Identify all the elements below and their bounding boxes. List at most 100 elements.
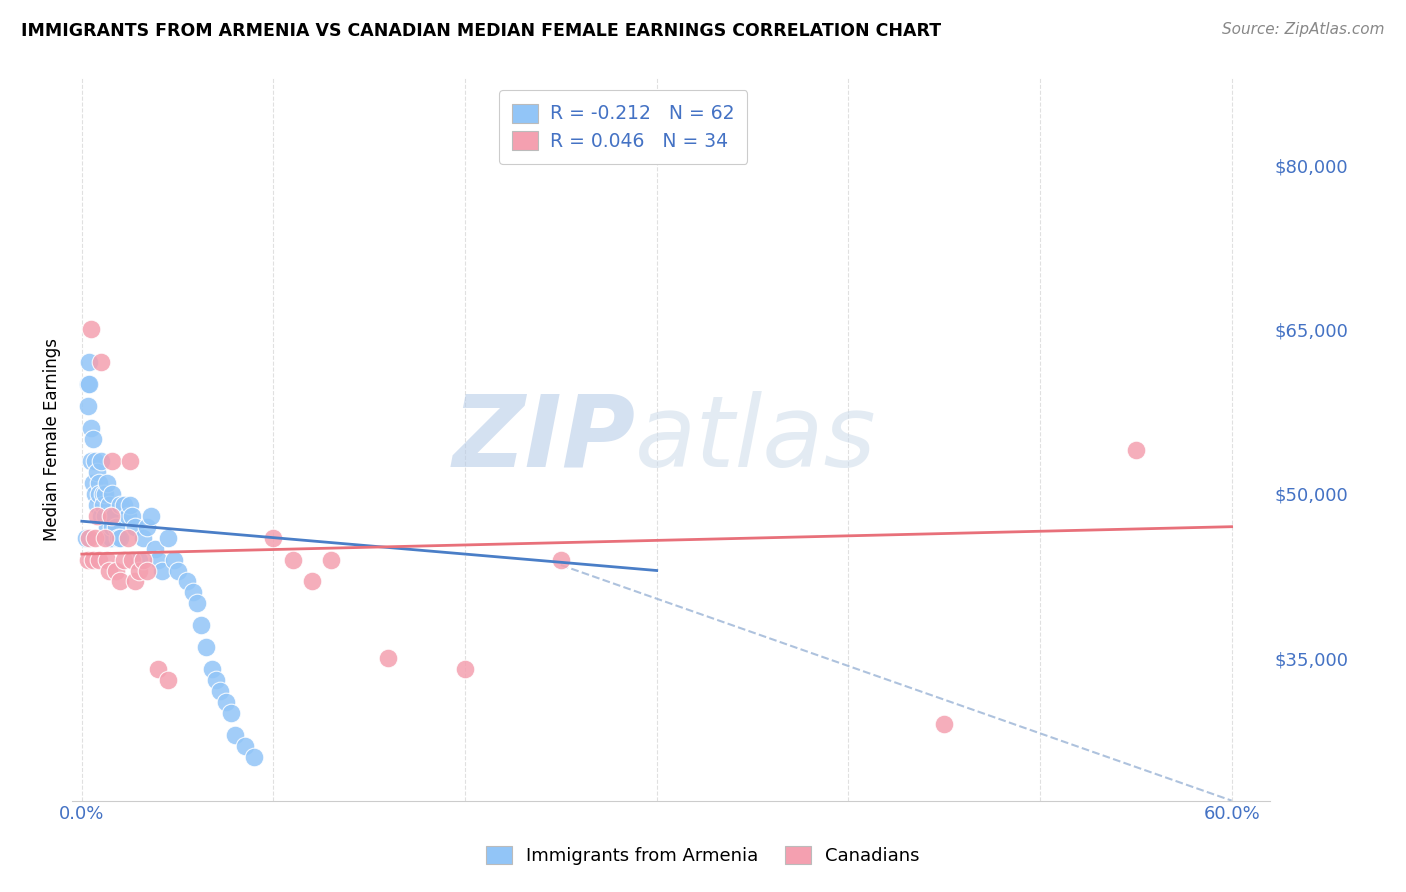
Point (87, 487, 110, 501)
Point (87, 552, 110, 566)
Point (94, 508, 117, 523)
Point (157, 531, 180, 545)
Point (100, 508, 122, 523)
Point (281, 552, 304, 566)
Point (87, 475, 110, 490)
Text: IMMIGRANTS FROM ARMENIA VS CANADIAN MEDIAN FEMALE EARNINGS CORRELATION CHART: IMMIGRANTS FROM ARMENIA VS CANADIAN MEDI… (21, 22, 941, 40)
Point (100, 508, 122, 523)
Point (121, 552, 143, 566)
Point (1125, 442, 1147, 457)
Point (101, 454, 124, 468)
Point (124, 519, 146, 533)
Point (121, 508, 143, 523)
Point (82, 475, 104, 490)
Point (90, 454, 112, 468)
Point (117, 508, 139, 523)
Point (75, 531, 97, 545)
Point (86, 508, 108, 523)
Point (128, 564, 150, 578)
Point (96, 519, 118, 533)
Text: atlas: atlas (636, 391, 877, 488)
Point (214, 695, 236, 709)
Point (148, 552, 170, 566)
Point (84, 487, 107, 501)
Point (136, 564, 159, 578)
Point (181, 585, 204, 599)
Point (132, 552, 155, 566)
Point (94, 531, 117, 545)
Point (101, 487, 124, 501)
Point (80, 454, 103, 468)
Point (82, 432, 104, 446)
Point (176, 574, 198, 589)
Point (139, 508, 162, 523)
Point (84, 531, 107, 545)
Point (76, 552, 98, 566)
Point (80, 322, 103, 336)
Y-axis label: Median Female Earnings: Median Female Earnings (44, 337, 60, 541)
Point (96, 475, 118, 490)
Point (136, 519, 159, 533)
Text: Source: ZipAtlas.com: Source: ZipAtlas.com (1222, 22, 1385, 37)
Point (117, 531, 139, 545)
Legend: Immigrants from Armenia, Canadians: Immigrants from Armenia, Canadians (477, 837, 929, 874)
Point (100, 531, 122, 545)
Point (118, 498, 141, 512)
Point (91, 487, 114, 501)
Point (76, 377, 98, 392)
Point (550, 552, 572, 566)
Point (97, 564, 120, 578)
Point (224, 728, 246, 742)
Point (195, 640, 218, 655)
Point (86, 465, 108, 479)
Point (243, 749, 266, 764)
Point (148, 662, 170, 676)
Point (108, 574, 131, 589)
Point (79, 377, 101, 392)
Point (124, 574, 146, 589)
Point (221, 706, 243, 720)
Point (301, 574, 323, 589)
Point (377, 651, 399, 665)
Point (163, 552, 186, 566)
Point (934, 717, 956, 731)
Point (105, 519, 128, 533)
Point (96, 552, 118, 566)
Point (208, 684, 231, 698)
Point (108, 531, 131, 545)
Point (90, 355, 112, 369)
Point (86, 498, 108, 512)
Point (190, 618, 212, 632)
Point (143, 541, 166, 556)
Point (97, 498, 120, 512)
Point (150, 564, 173, 578)
Point (166, 564, 188, 578)
Point (132, 531, 155, 545)
Point (112, 552, 135, 566)
Legend: R = -0.212   N = 62, R = 0.046   N = 34: R = -0.212 N = 62, R = 0.046 N = 34 (499, 90, 748, 164)
Point (108, 498, 131, 512)
Point (454, 662, 477, 676)
Point (103, 508, 125, 523)
Point (186, 596, 208, 610)
Point (82, 552, 104, 566)
Point (118, 454, 141, 468)
Point (201, 662, 224, 676)
Point (80, 421, 103, 435)
Point (319, 552, 342, 566)
Text: ZIP: ZIP (453, 391, 636, 488)
Point (97, 531, 120, 545)
Point (157, 673, 180, 687)
Point (91, 498, 114, 512)
Point (112, 498, 135, 512)
Point (101, 519, 124, 533)
Point (205, 673, 228, 687)
Point (233, 739, 256, 753)
Point (84, 454, 107, 468)
Point (94, 487, 117, 501)
Point (262, 531, 284, 545)
Point (105, 564, 128, 578)
Point (128, 552, 150, 566)
Point (79, 355, 101, 369)
Point (76, 399, 98, 413)
